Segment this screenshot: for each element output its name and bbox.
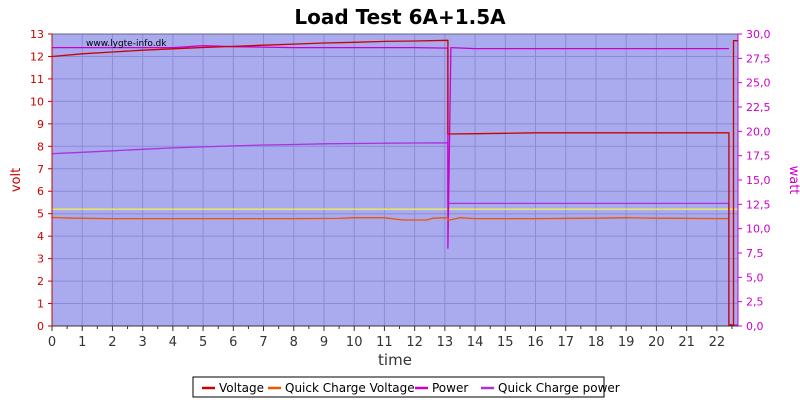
right-axis: 0,0 2,5 5,0 7,5 10,0 12,5 15,0 17,5 20,0 22,5 25,0… — [737, 28, 771, 333]
right-tick-label: 5,0 — [746, 271, 764, 284]
right-tick-label: 22,5 — [746, 101, 771, 114]
right-tick-label: 17,5 — [746, 150, 771, 163]
x-tick-label: 21 — [678, 335, 695, 350]
x-tick-label: 11 — [376, 335, 393, 350]
left-tick-label: 3 — [37, 253, 44, 266]
left-tick-label: 11 — [30, 73, 44, 86]
legend-label: Voltage — [219, 381, 264, 395]
x-tick-label: 8 — [290, 335, 298, 350]
x-tick-label: 6 — [229, 335, 237, 350]
right-tick-label: 27,5 — [746, 52, 771, 65]
x-tick-label: 16 — [527, 335, 544, 350]
right-tick-label: 20,0 — [746, 125, 771, 138]
series-layer — [51, 39, 738, 326]
series-line-quick-charge-voltage — [51, 216, 729, 222]
right-tick-label: 12,5 — [746, 198, 771, 211]
legend-label: Quick Charge power — [498, 381, 620, 395]
x-tick-label: 7 — [259, 335, 267, 350]
left-tick-label: 2 — [37, 275, 44, 288]
x-tick-label: 15 — [497, 335, 514, 350]
right-tick-label: 30,0 — [746, 28, 771, 41]
chart-title: Load Test 6A+1.5A — [294, 5, 506, 29]
left-tick-label: 7 — [37, 163, 44, 176]
right-tick-label: 7,5 — [746, 247, 764, 260]
series-line-quick-charge-power — [51, 142, 738, 326]
y-axis-label-right: watt — [786, 166, 800, 195]
x-tick-label: 0 — [48, 335, 56, 350]
x-tick-label: 20 — [648, 335, 665, 350]
left-tick-label: 6 — [37, 185, 44, 198]
left-tick-label: 13 — [30, 28, 44, 41]
left-tick-label: 9 — [37, 118, 44, 131]
x-axis-label: time — [378, 351, 412, 369]
left-tick-label: 4 — [37, 230, 44, 243]
x-tick-label: 22 — [709, 335, 726, 350]
x-tick-label: 9 — [320, 335, 328, 350]
legend: Voltage Quick Charge Voltage Power Quick Ch… — [202, 381, 620, 395]
x-tick-label: 12 — [406, 335, 423, 350]
x-tick-label: 1 — [78, 335, 86, 350]
x-tick-label: 5 — [199, 335, 207, 350]
left-tick-label: 10 — [30, 95, 44, 108]
left-tick-label: 1 — [37, 298, 44, 311]
left-tick-label: 0 — [37, 320, 44, 333]
grid-lines — [52, 34, 738, 326]
x-tick-label: 19 — [618, 335, 635, 350]
right-tick-label: 10,0 — [746, 223, 771, 236]
x-tick-label: 3 — [139, 335, 147, 350]
left-tick-label: 5 — [37, 208, 44, 221]
plot-area — [52, 34, 738, 326]
x-tick-label: 14 — [467, 335, 484, 350]
right-tick-label: 2,5 — [746, 296, 764, 309]
series-line-voltage — [51, 39, 738, 326]
legend-label: Quick Charge Voltage — [285, 381, 415, 395]
x-tick-label: 2 — [108, 335, 116, 350]
x-tick-label: 17 — [557, 335, 574, 350]
right-tick-label: 15,0 — [746, 174, 771, 187]
left-tick-label: 12 — [30, 50, 44, 63]
x-tick-label: 10 — [346, 335, 363, 350]
legend-box — [192, 376, 605, 398]
series-line-power — [52, 45, 729, 249]
y-axis-label-left: volt — [9, 168, 24, 192]
right-tick-label: 25,0 — [746, 77, 771, 90]
legend-label: Power — [432, 381, 468, 395]
x-axis: 0 1 2 3 4 5 6 7 8 9 10 11 12 13 14 15 16 17 18 19 20 21 22 — [48, 325, 738, 350]
x-tick-label: 4 — [169, 335, 177, 350]
right-tick-label: 0,0 — [746, 320, 764, 333]
x-tick-label: 13 — [437, 335, 454, 350]
watermark: www.lygte-info.dk — [86, 39, 167, 49]
left-tick-label: 8 — [37, 140, 44, 153]
x-tick-label: 18 — [588, 335, 605, 350]
